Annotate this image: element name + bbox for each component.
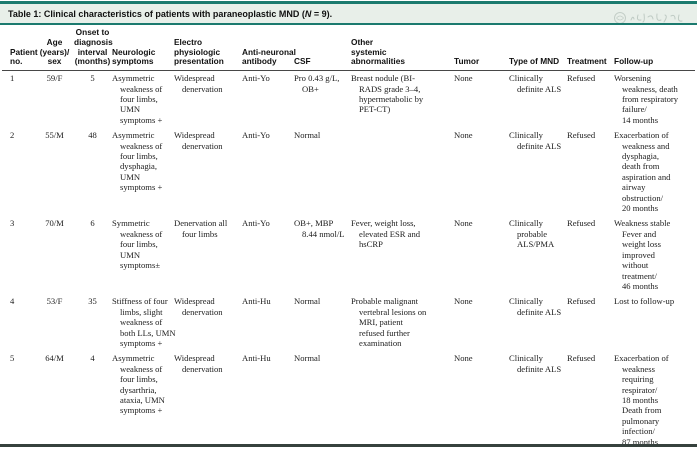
cell-age-sex: 53/F bbox=[46, 296, 63, 307]
cell-onset-interval: 6 bbox=[90, 218, 95, 229]
column-header-neurologic-symptoms: Neurologic symptoms bbox=[112, 28, 174, 72]
cell-age-sex: 55/M bbox=[45, 130, 64, 141]
cell-onset-interval: 48 bbox=[88, 130, 97, 141]
table-body: 1 59/F 5 Asymmetric weakness of four limbs,… bbox=[2, 71, 695, 450]
cell-tumor: None bbox=[454, 353, 473, 364]
cell-csf: Normal bbox=[294, 353, 321, 364]
cell-patient-no: 1 bbox=[10, 73, 15, 84]
cell-electrophysiologic-presentation: Widespread denervation bbox=[174, 130, 223, 151]
cell-treatment: Refused bbox=[567, 218, 596, 229]
bottom-rule bbox=[0, 444, 697, 447]
cell-tumor: None bbox=[454, 296, 473, 307]
cell-csf: Normal bbox=[294, 130, 321, 141]
cell-treatment: Refused bbox=[567, 296, 596, 307]
cell-csf: Pro 0.43 g/L, OB+ bbox=[294, 73, 340, 94]
column-header-patient-no: Patient no. bbox=[2, 28, 38, 72]
cell-other-systemic-abnormalities: Breast nodule (BI- RADS grade 3–4, hyper… bbox=[351, 73, 424, 115]
cell-csf: Normal bbox=[294, 296, 321, 307]
cell-anti-neuronal-antibody: Anti-Yo bbox=[242, 218, 270, 229]
cell-tumor: None bbox=[454, 130, 473, 141]
title-rule bbox=[0, 23, 697, 25]
cell-anti-neuronal-antibody: Anti-Hu bbox=[242, 353, 271, 364]
cell-age-sex: 64/M bbox=[45, 353, 64, 364]
table-title: Table 1: Clinical characteristics of pat… bbox=[0, 9, 332, 19]
cell-treatment: Refused bbox=[567, 353, 596, 364]
table-row: 1 59/F 5 Asymmetric weakness of four limbs,… bbox=[2, 71, 695, 129]
column-header-tumor: Tumor bbox=[454, 28, 509, 72]
cell-onset-interval: 35 bbox=[88, 296, 97, 307]
cell-follow-up: Worsening weakness, death from respirato… bbox=[614, 73, 679, 125]
cell-anti-neuronal-antibody: Anti-Hu bbox=[242, 296, 271, 307]
table-title-band: Table 1: Clinical characteristics of pat… bbox=[0, 4, 697, 24]
cell-treatment: Refused bbox=[567, 73, 596, 84]
cell-electrophysiologic-presentation: Widespread denervation bbox=[174, 296, 223, 317]
cell-csf: OB+, MBP 8.44 nmol/L bbox=[294, 218, 345, 239]
cell-age-sex: 70/M bbox=[45, 218, 64, 229]
cell-type-of-mnd: Clinically definite ALS bbox=[509, 353, 562, 374]
cell-electrophysiologic-presentation: Widespread denervation bbox=[174, 73, 223, 94]
table-row: 2 55/M 48 Asymmetric weakness of four limbs… bbox=[2, 128, 695, 216]
top-rule bbox=[0, 1, 697, 4]
cell-follow-up: Exacerbation of weakness requiring respi… bbox=[614, 353, 669, 447]
cell-treatment: Refused bbox=[567, 130, 596, 141]
cell-follow-up: Exacerbation of weakness and dysphagia, … bbox=[614, 130, 671, 214]
cell-other-systemic-abnormalities: Probable malignant vertebral lesions on … bbox=[351, 296, 427, 348]
column-header-anti-neuronal-antibody: Anti-neuronal antibody bbox=[242, 28, 296, 72]
cell-patient-no: 2 bbox=[10, 130, 15, 141]
cell-type-of-mnd: Clinically definite ALS bbox=[509, 73, 562, 94]
cell-tumor: None bbox=[454, 218, 473, 229]
cell-age-sex: 59/F bbox=[46, 73, 63, 84]
table-header: Patient no. Age (years)/ sex Onset to diag… bbox=[2, 27, 695, 72]
cell-type-of-mnd: Clinically probable ALS/PMA bbox=[509, 218, 555, 250]
table-title-prefix: Table 1: Clinical characteristics of pat… bbox=[8, 8, 305, 19]
cell-neurologic-symptoms: Asymmetric weakness of four limbs, UMN s… bbox=[112, 73, 163, 125]
cell-patient-no: 4 bbox=[10, 296, 15, 307]
cell-other-systemic-abnormalities bbox=[351, 351, 454, 450]
cell-other-systemic-abnormalities: Fever, weight loss, elevated ESR and hsC… bbox=[351, 218, 421, 250]
column-header-electrophysiologic-presentation: Electro physiologic presentation bbox=[174, 28, 242, 72]
cell-patient-no: 5 bbox=[10, 353, 15, 364]
column-header-follow-up: Follow-up bbox=[614, 28, 695, 72]
cell-follow-up: Weakness stable Fever and weight loss im… bbox=[614, 218, 671, 291]
cell-neurologic-symptoms: Asymmetric weakness of four limbs, dysar… bbox=[112, 353, 165, 416]
cell-anti-neuronal-antibody: Anti-Yo bbox=[242, 130, 270, 141]
cell-electrophysiologic-presentation: Widespread denervation bbox=[174, 353, 223, 374]
clinical-table: Patient no. Age (years)/ sex Onset to diag… bbox=[2, 27, 695, 450]
table-row: 4 53/F 35 Stiffness of four limbs, slight w… bbox=[2, 294, 695, 351]
table-row: 3 70/M 6 Symmetric weakness of four limbs, … bbox=[2, 216, 695, 294]
column-header-type-of-mnd: Type of MND bbox=[509, 28, 567, 72]
cell-type-of-mnd: Clinically definite ALS bbox=[509, 130, 562, 151]
cell-neurologic-symptoms: Stiffness of four limbs, slight weakness… bbox=[112, 296, 176, 348]
column-header-csf: CSF bbox=[294, 28, 351, 72]
header-row: Patient no. Age (years)/ sex Onset to diag… bbox=[2, 27, 695, 72]
cell-electrophysiologic-presentation: Denervation all four limbs bbox=[174, 218, 228, 239]
table-row: 5 64/M 4 Asymmetric weakness of four limbs,… bbox=[2, 351, 695, 450]
column-header-other-systemic-abnormalities: Other systemic abnormalities bbox=[351, 28, 454, 72]
cell-follow-up: Lost to follow-up bbox=[614, 296, 675, 307]
cell-neurologic-symptoms: Symmetric weakness of four limbs, UMN sy… bbox=[112, 218, 163, 271]
cell-onset-interval: 5 bbox=[90, 73, 95, 84]
cell-patient-no: 3 bbox=[10, 218, 15, 229]
column-header-onset-interval: Onset to diagnosis interval (months) bbox=[74, 27, 113, 72]
cell-other-systemic-abnormalities bbox=[351, 128, 454, 216]
table-title-suffix: = 9). bbox=[311, 8, 333, 19]
watermark-logo bbox=[614, 12, 683, 24]
column-header-treatment: Treatment bbox=[567, 28, 614, 72]
cell-neurologic-symptoms: Asymmetric weakness of four limbs, dysph… bbox=[112, 130, 163, 193]
cell-onset-interval: 4 bbox=[90, 353, 95, 364]
column-header-age-sex: Age (years)/ sex bbox=[36, 28, 74, 72]
cell-type-of-mnd: Clinically definite ALS bbox=[509, 296, 562, 317]
cell-anti-neuronal-antibody: Anti-Yo bbox=[242, 73, 270, 84]
table-title-n: N bbox=[304, 8, 312, 19]
cell-tumor: None bbox=[454, 73, 473, 84]
